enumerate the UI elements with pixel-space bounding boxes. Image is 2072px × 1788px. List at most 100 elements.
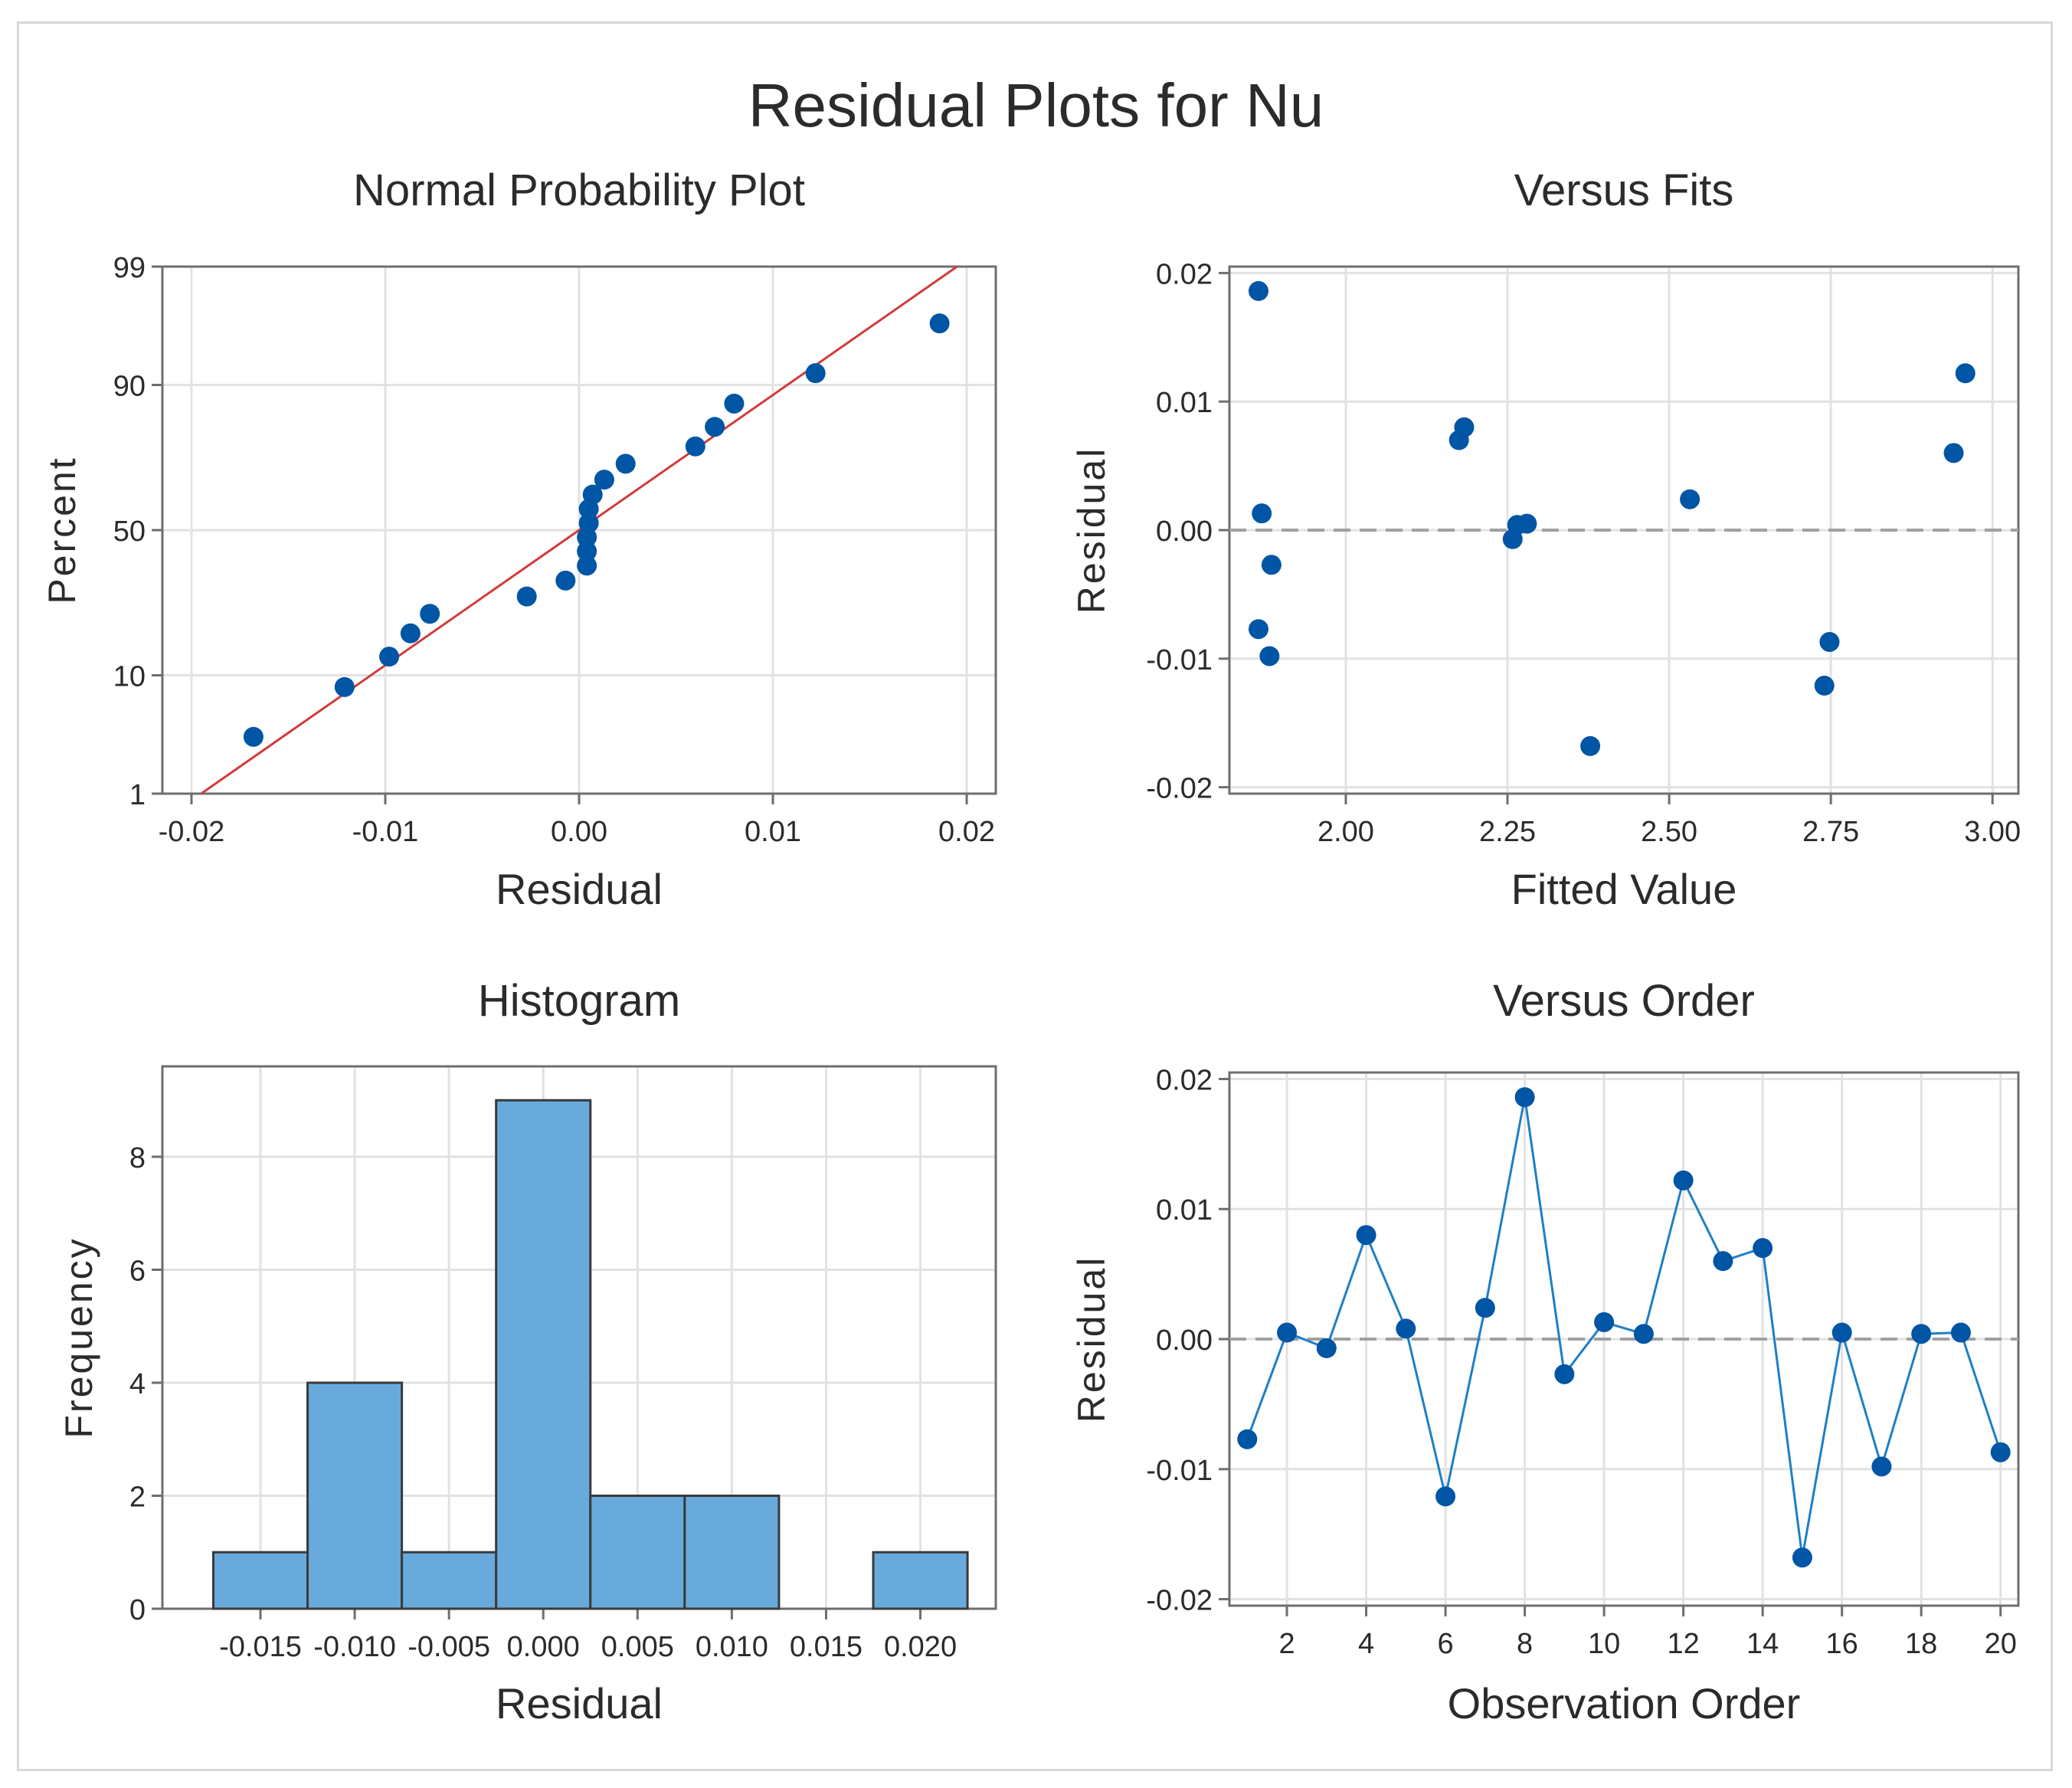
x-tick-label: 2.25 <box>1479 816 1536 848</box>
y-tick-label: 4 <box>129 1368 146 1400</box>
data-point <box>805 363 826 384</box>
data-point <box>1633 1324 1654 1344</box>
y-tick-label: -0.02 <box>1146 1585 1213 1617</box>
data-point <box>1435 1486 1456 1507</box>
histogram-bar <box>401 1551 498 1610</box>
x-tick-label: -0.015 <box>219 1631 302 1663</box>
data-point <box>1316 1338 1337 1358</box>
y-tick-label: 2 <box>129 1482 146 1514</box>
data-point <box>1831 1322 1852 1343</box>
data-point <box>1580 735 1601 756</box>
data-point <box>615 454 636 474</box>
x-axis-label: Observation Order <box>1448 1679 1801 1727</box>
y-tick-label: 90 <box>113 370 146 402</box>
data-point <box>1259 646 1280 666</box>
y-tick-label: 8 <box>129 1142 146 1174</box>
x-tick-label: 2.75 <box>1802 816 1859 848</box>
data-point <box>400 623 421 643</box>
y-tick-label: -0.01 <box>1146 644 1213 676</box>
data-point <box>724 393 745 414</box>
y-tick-label: 0.01 <box>1156 1194 1213 1226</box>
data-point <box>1454 417 1475 437</box>
y-tick-label: 0.01 <box>1156 387 1213 419</box>
y-tick-label: -0.02 <box>1146 773 1213 805</box>
x-tick-label: 2.00 <box>1318 816 1374 848</box>
y-tick-label: 0.02 <box>1156 258 1213 290</box>
data-point <box>1248 280 1268 301</box>
x-tick-label: 10 <box>1588 1628 1620 1660</box>
x-tick-label: 0.000 <box>507 1631 580 1663</box>
data-point <box>582 484 603 505</box>
subplot-title: Versus Order <box>1493 976 1755 1026</box>
data-point <box>1911 1324 1932 1344</box>
data-point <box>243 726 264 747</box>
x-tick-label: -0.02 <box>159 816 225 848</box>
x-axis-label: Fitted Value <box>1511 865 1737 913</box>
data-point <box>1871 1456 1892 1477</box>
data-point <box>1277 1322 1298 1343</box>
y-tick-label: 0.00 <box>1156 1325 1213 1357</box>
x-axis-label: Residual <box>496 865 663 913</box>
x-axis-label: Residual <box>496 1679 663 1727</box>
x-tick-label: -0.005 <box>408 1631 490 1663</box>
data-point <box>594 470 614 490</box>
x-tick-label: -0.010 <box>313 1631 396 1663</box>
series-line <box>1245 1096 2002 1558</box>
histogram-bar <box>495 1099 592 1610</box>
x-tick-label: 14 <box>1746 1628 1779 1660</box>
data-point <box>1396 1318 1416 1339</box>
y-axis-label: Residual <box>1070 1256 1113 1423</box>
data-point <box>1990 1442 2011 1462</box>
subplot-title: Histogram <box>478 976 680 1026</box>
y-tick-label: 0.00 <box>1156 516 1213 548</box>
data-point <box>577 555 597 576</box>
data-point <box>1594 1312 1615 1332</box>
x-tick-label: 8 <box>1517 1628 1533 1660</box>
x-tick-label: 0.010 <box>696 1631 768 1663</box>
subplot-title: Normal Probability Plot <box>353 165 805 215</box>
histogram-bar <box>211 1551 309 1610</box>
data-point <box>578 512 599 533</box>
data-point <box>1514 1087 1535 1108</box>
y-tick-label: -0.01 <box>1146 1455 1213 1487</box>
x-tick-label: 2 <box>1278 1628 1295 1660</box>
data-point <box>1261 555 1281 575</box>
y-tick-label: 0 <box>129 1594 146 1626</box>
data-point <box>1950 1322 1971 1343</box>
data-point <box>1356 1225 1376 1246</box>
y-tick-label: 1 <box>129 779 146 811</box>
data-point <box>1792 1547 1812 1568</box>
y-tick-label: 99 <box>113 252 146 284</box>
histogram-bar <box>306 1381 404 1610</box>
data-point <box>929 313 950 334</box>
histogram-bar <box>589 1495 686 1610</box>
x-tick-label: 0.02 <box>938 816 995 848</box>
data-point <box>705 417 725 437</box>
x-tick-label: 6 <box>1438 1628 1454 1660</box>
data-point <box>420 604 440 624</box>
y-tick-label: 0.02 <box>1156 1064 1213 1096</box>
y-tick-label: 10 <box>113 661 146 693</box>
data-point <box>379 647 400 667</box>
x-tick-label: 0.015 <box>790 1631 863 1663</box>
x-tick-label: -0.01 <box>352 816 419 848</box>
x-tick-label: 0.01 <box>745 816 801 848</box>
x-tick-label: 2.50 <box>1641 816 1697 848</box>
fit-line <box>200 265 958 795</box>
y-tick-label: 6 <box>129 1256 146 1288</box>
histogram-bar <box>683 1495 781 1610</box>
histogram-bar <box>872 1551 969 1610</box>
data-point <box>1517 513 1537 534</box>
x-tick-label: 18 <box>1905 1628 1937 1660</box>
main-title: Residual Plots for Nu <box>748 71 1324 139</box>
data-point <box>577 541 597 562</box>
data-point <box>1943 443 1964 463</box>
data-point <box>1554 1364 1575 1384</box>
x-tick-label: 0.005 <box>601 1631 674 1663</box>
x-tick-label: 16 <box>1826 1628 1858 1660</box>
data-point <box>1248 619 1268 640</box>
x-tick-label: 4 <box>1358 1628 1374 1660</box>
x-tick-label: 3.00 <box>1964 816 2021 848</box>
data-point <box>1680 489 1700 509</box>
